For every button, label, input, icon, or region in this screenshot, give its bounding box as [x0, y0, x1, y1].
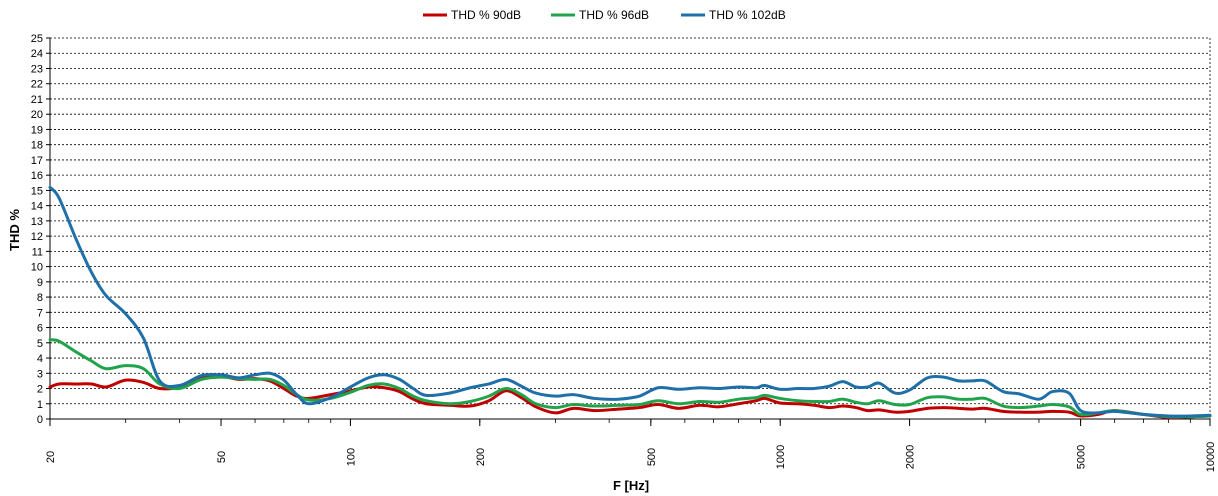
- y-tick-label: 19: [31, 124, 43, 136]
- x-tick-label: 200: [475, 448, 487, 466]
- y-tick-label: 23: [31, 63, 43, 75]
- y-tick-label: 17: [31, 155, 43, 167]
- y-tick-label: 13: [31, 216, 43, 228]
- legend-label-thd-96db: THD % 96dB: [579, 8, 649, 22]
- x-tick-label: 2000: [905, 445, 917, 469]
- x-tick-labels: 20 50 100 200 500 1000 2000 5000 10000: [45, 442, 1217, 473]
- y-tick-label: 22: [31, 79, 43, 91]
- x-tick-label: 10000: [1205, 442, 1217, 473]
- series-lines: [48, 185, 1212, 420]
- legend: THD % 90dB THD % 96dB THD % 102dB: [423, 8, 786, 22]
- y-axis-title: THD %: [7, 209, 22, 251]
- gridlines: [50, 37, 1211, 419]
- series-line-thd-96db: [48, 338, 1212, 419]
- y-tick-label: 25: [31, 33, 43, 45]
- y-tick-label: 5: [37, 338, 43, 350]
- y-tick-label: 21: [31, 94, 43, 106]
- x-tick-label: 500: [646, 448, 658, 466]
- y-tick-label: 12: [31, 231, 43, 243]
- y-tick-labels: 0123456789101112131415161718192021222324…: [31, 33, 43, 426]
- series-line-thd-102db: [48, 185, 1212, 418]
- x-axis-title: F [Hz]: [613, 478, 649, 493]
- y-tick-label: 11: [32, 246, 43, 258]
- y-tick-label: 7: [37, 307, 43, 319]
- x-tick-label: 1000: [775, 445, 787, 469]
- axes: [46, 37, 1211, 426]
- y-tick-label: 1: [37, 399, 43, 411]
- y-tick-label: 0: [37, 414, 43, 426]
- y-tick-label: 14: [31, 201, 43, 213]
- y-tick-label: 24: [31, 48, 43, 60]
- x-tick-label: 100: [345, 448, 357, 466]
- x-tick-label: 20: [45, 451, 57, 463]
- x-tick-label: 50: [216, 451, 228, 463]
- y-tick-label: 16: [31, 170, 43, 182]
- y-tick-label: 15: [31, 185, 43, 197]
- y-tick-label: 4: [37, 353, 43, 365]
- legend-label-thd-102db: THD % 102dB: [709, 8, 786, 22]
- y-tick-label: 6: [37, 323, 43, 335]
- legend-label-thd-90db: THD % 90dB: [451, 8, 521, 22]
- y-tick-label: 3: [37, 368, 43, 380]
- y-tick-label: 10: [31, 262, 43, 274]
- x-tick-label: 5000: [1076, 445, 1088, 469]
- y-tick-label: 2: [37, 384, 43, 396]
- y-tick-label: 20: [31, 109, 43, 121]
- y-tick-label: 9: [37, 277, 43, 289]
- y-tick-label: 8: [37, 292, 43, 304]
- y-tick-label: 18: [31, 140, 43, 152]
